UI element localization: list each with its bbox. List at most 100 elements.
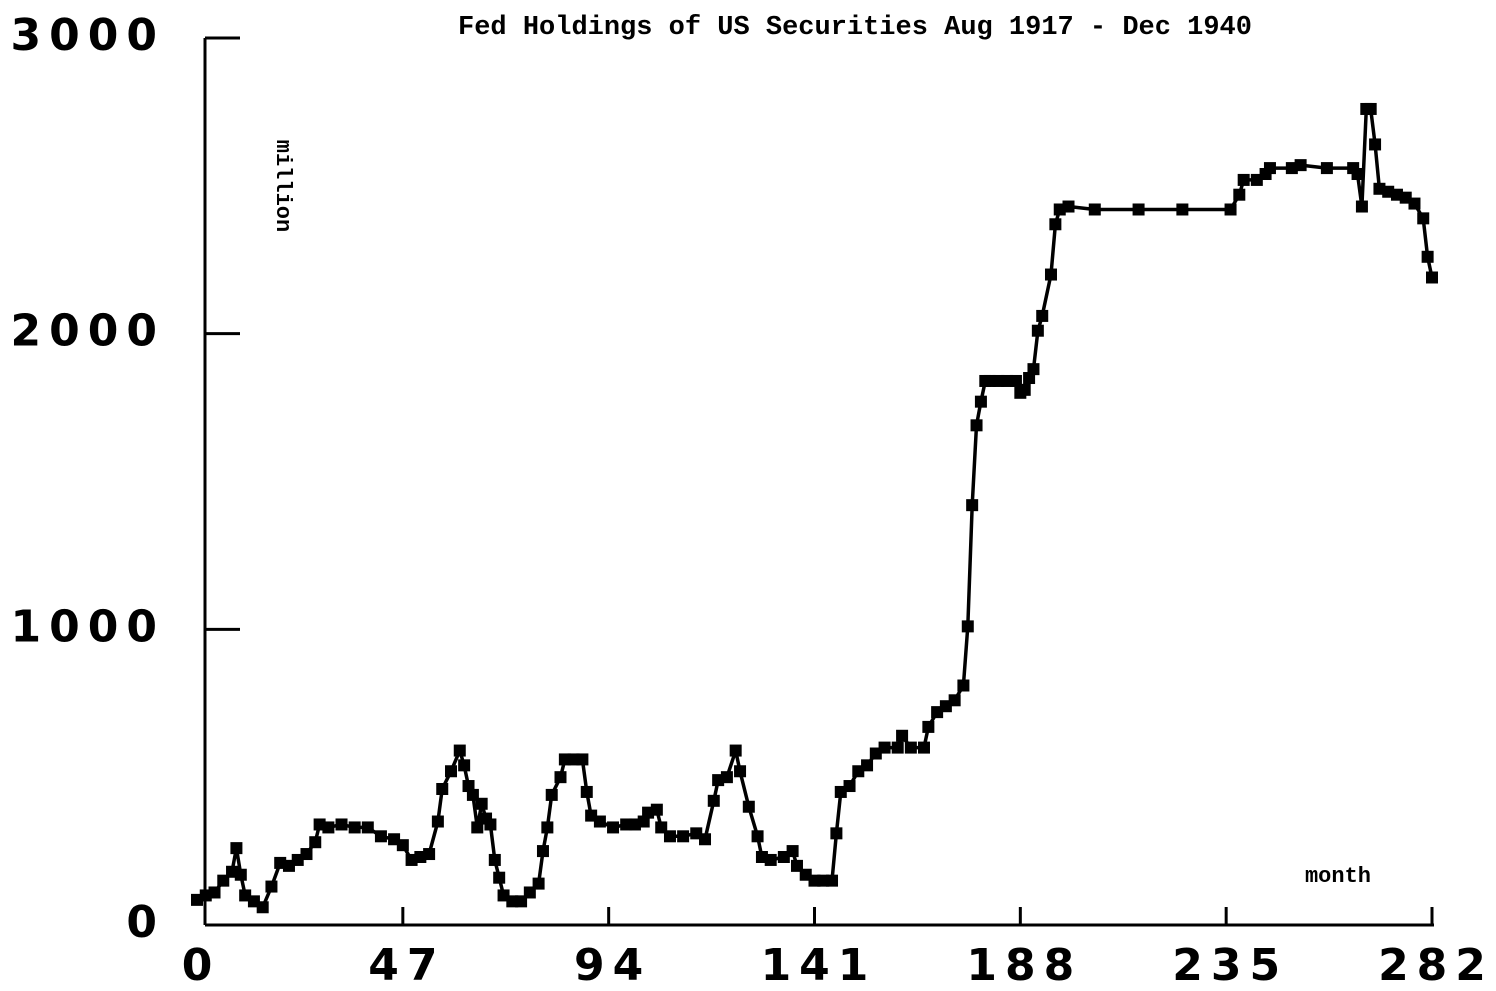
data-point	[1176, 203, 1189, 216]
data-point	[458, 759, 471, 772]
data-point	[751, 830, 764, 843]
data-point	[786, 845, 799, 858]
data-point	[891, 741, 904, 754]
data-point	[1088, 203, 1101, 216]
data-point	[423, 848, 436, 861]
y-axis-label: million	[270, 140, 295, 232]
data-point	[554, 771, 567, 784]
data-point	[230, 842, 243, 855]
data-point	[1224, 203, 1237, 216]
data-point	[1036, 309, 1049, 322]
data-point	[742, 800, 755, 813]
x-tick-label: 235	[1172, 940, 1288, 991]
data-point	[536, 845, 549, 858]
y-tick-label: 3000	[11, 10, 165, 61]
data-line	[196, 107, 1434, 910]
data-point	[1417, 212, 1430, 225]
data-point	[1355, 200, 1368, 213]
data-point	[948, 694, 961, 707]
data-point	[830, 827, 843, 840]
data-point	[300, 848, 313, 861]
data-point	[707, 794, 720, 807]
data-point	[922, 720, 935, 733]
x-tick-label: 0	[182, 940, 221, 991]
data-point	[1364, 102, 1377, 115]
data-point	[1044, 268, 1057, 281]
data-point	[650, 803, 663, 816]
data-point	[677, 830, 690, 843]
data-point	[493, 871, 506, 884]
chart-title: Fed Holdings of US Securities Aug 1917 -…	[458, 13, 1252, 43]
data-point	[322, 821, 335, 834]
data-point	[1049, 218, 1062, 231]
data-point	[1132, 203, 1145, 216]
data-point	[1320, 162, 1333, 175]
data-point	[488, 853, 501, 866]
data-point	[541, 821, 554, 834]
data-point	[663, 830, 676, 843]
data-point	[335, 818, 348, 831]
x-axis-label: month	[1305, 864, 1371, 889]
data-point	[431, 815, 444, 828]
data-point	[453, 744, 466, 757]
data-point	[734, 765, 747, 778]
data-point	[475, 797, 488, 810]
x-tick-label: 94	[574, 940, 651, 991]
data-point	[532, 877, 545, 890]
data-point	[396, 839, 409, 852]
data-point	[1294, 159, 1307, 172]
data-point	[878, 741, 891, 754]
data-point	[966, 499, 979, 512]
data-point	[720, 771, 733, 784]
data-point	[1062, 200, 1075, 213]
data-point	[436, 782, 449, 795]
data-point	[265, 880, 278, 893]
x-tick-label: 141	[761, 940, 877, 991]
data-point	[1421, 250, 1434, 263]
data-point	[896, 729, 909, 742]
x-tick-label: 282	[1378, 940, 1494, 991]
data-point	[1018, 383, 1031, 396]
data-point	[826, 874, 839, 887]
data-point	[1351, 168, 1364, 181]
data-point	[764, 853, 777, 866]
data-point	[957, 679, 970, 692]
data-point	[1408, 197, 1421, 210]
y-tick-label: 0	[126, 897, 165, 948]
data-point	[445, 765, 458, 778]
data-point	[843, 780, 856, 793]
data-point	[545, 788, 558, 801]
data-point	[1233, 188, 1246, 201]
data-point	[1031, 324, 1044, 337]
data-point	[1027, 363, 1040, 376]
data-point	[234, 868, 247, 881]
data-point	[1426, 271, 1438, 284]
data-point	[861, 759, 874, 772]
data-point	[974, 395, 987, 408]
data-point	[361, 821, 374, 834]
data-point	[699, 833, 712, 846]
data-point	[1369, 138, 1382, 151]
data-point	[208, 886, 221, 899]
data-point	[309, 836, 322, 849]
data-point	[374, 830, 387, 843]
data-point	[348, 821, 361, 834]
data-point	[576, 753, 589, 766]
data-point	[484, 818, 497, 831]
data-point	[1237, 173, 1250, 186]
data-point	[256, 901, 269, 914]
data-point	[607, 821, 620, 834]
data-point	[593, 815, 606, 828]
data-point	[904, 741, 917, 754]
data-point	[961, 620, 974, 633]
y-tick-label: 1000	[11, 601, 165, 652]
x-tick-label: 47	[368, 940, 445, 991]
x-tick-label: 188	[966, 940, 1082, 991]
data-point	[729, 744, 742, 757]
y-tick-label: 2000	[11, 306, 165, 357]
data-point	[970, 419, 983, 432]
data-point	[1263, 162, 1276, 175]
data-point	[580, 785, 593, 798]
data-point	[917, 741, 930, 754]
